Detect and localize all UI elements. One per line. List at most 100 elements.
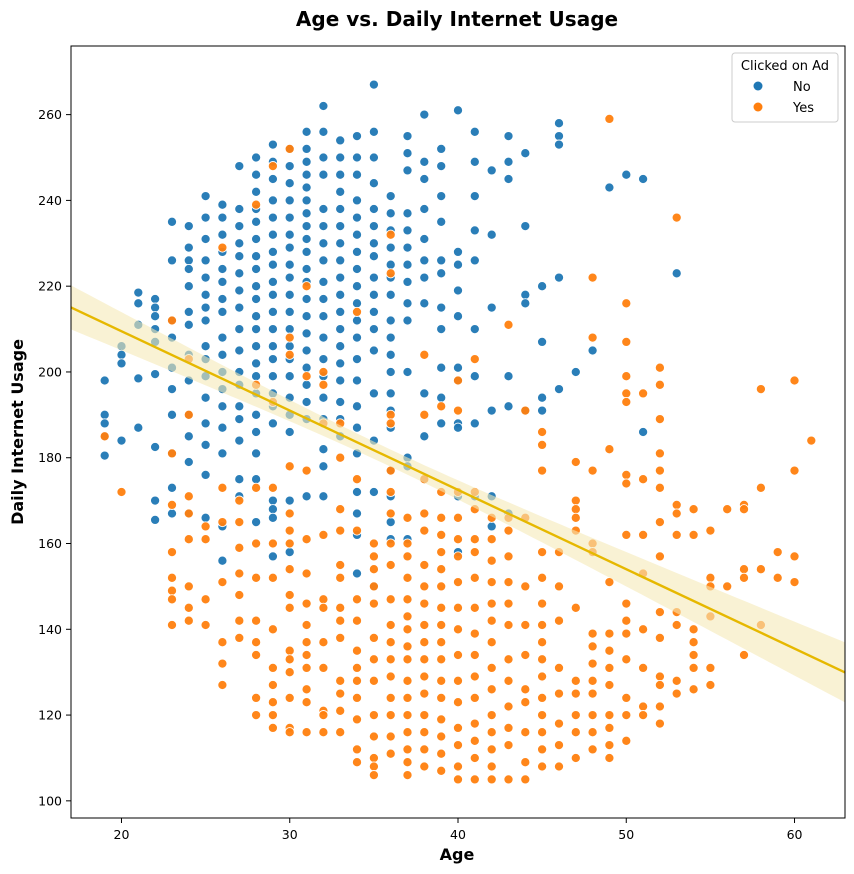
data-point-no — [267, 195, 278, 206]
data-point-no — [368, 388, 379, 399]
data-point-yes — [166, 572, 178, 583]
data-point-no — [251, 324, 262, 335]
data-point-yes — [335, 572, 346, 583]
data-point-yes — [537, 598, 548, 609]
data-point-yes — [402, 594, 413, 605]
data-point-yes — [267, 161, 278, 172]
data-point-yes — [183, 409, 194, 420]
data-point-yes — [318, 727, 329, 738]
data-point-no — [436, 191, 447, 202]
data-point-yes — [486, 577, 497, 588]
data-point-yes — [452, 602, 464, 613]
data-point-yes — [570, 602, 581, 613]
data-point-no — [351, 568, 363, 579]
data-point-yes — [587, 641, 598, 652]
data-point-no — [234, 285, 245, 296]
data-point-yes — [654, 701, 665, 712]
data-point-yes — [671, 529, 682, 540]
data-point-yes — [452, 577, 464, 588]
data-point-yes — [503, 740, 514, 751]
legend-label-yes: Yes — [792, 101, 814, 116]
data-point-yes — [251, 572, 262, 583]
data-point-yes — [385, 508, 396, 519]
data-point-yes — [368, 538, 379, 549]
data-point-yes — [604, 662, 615, 673]
data-point-yes — [486, 598, 497, 609]
data-point-no — [368, 178, 379, 189]
data-point-yes — [537, 761, 548, 772]
data-point-yes — [486, 744, 497, 755]
data-point-no — [318, 491, 329, 502]
data-point-yes — [604, 752, 615, 764]
data-point-yes — [671, 619, 682, 631]
data-point-no — [351, 281, 363, 292]
data-point-yes — [267, 624, 278, 635]
legend-label-no: No — [793, 80, 811, 95]
data-point-yes — [335, 688, 346, 699]
data-point-no — [183, 456, 194, 468]
data-point-no — [351, 263, 363, 275]
data-point-yes — [284, 349, 295, 360]
data-point-no — [419, 272, 430, 283]
data-point-yes — [452, 405, 464, 416]
data-point-no — [537, 336, 548, 347]
data-point-no — [335, 203, 346, 215]
data-point-yes — [688, 649, 699, 661]
data-point-no — [99, 418, 110, 429]
data-point-yes — [284, 564, 295, 575]
data-point-yes — [570, 752, 581, 764]
data-point-yes — [621, 388, 632, 399]
data-point-yes — [402, 641, 413, 652]
data-point-yes — [267, 679, 278, 691]
data-point-no — [251, 293, 262, 305]
data-point-no — [183, 431, 194, 442]
data-point-no — [267, 495, 278, 506]
data-point-yes — [520, 684, 531, 695]
chart-title: Age vs. Daily Internet Usage — [296, 7, 618, 31]
data-point-no — [251, 263, 262, 275]
data-point-no — [520, 298, 531, 309]
data-point-yes — [368, 770, 379, 781]
y-tick-label: 120 — [38, 708, 62, 723]
data-point-no — [318, 444, 329, 455]
data-point-yes — [621, 396, 632, 408]
data-point-no — [251, 371, 262, 382]
data-point-yes — [688, 662, 699, 673]
data-point-yes — [335, 525, 346, 536]
data-point-no — [402, 165, 413, 176]
data-point-no — [200, 233, 211, 245]
data-point-yes — [621, 692, 632, 703]
data-point-no — [335, 324, 346, 335]
legend: Clicked on Ad No Yes — [731, 52, 839, 123]
data-point-yes — [436, 765, 447, 776]
x-tick-label: 30 — [282, 827, 298, 842]
data-point-yes — [251, 199, 262, 210]
data-point-yes — [436, 619, 447, 631]
y-tick-label: 160 — [38, 536, 62, 551]
data-point-no — [486, 521, 497, 532]
legend-marker-yes — [753, 102, 763, 112]
data-point-yes — [621, 710, 632, 721]
data-point-yes — [486, 637, 497, 648]
data-point-yes — [335, 727, 346, 738]
data-point-yes — [638, 474, 649, 485]
data-point-no — [402, 225, 413, 236]
data-point-no — [267, 246, 278, 257]
data-point-yes — [335, 602, 346, 613]
data-point-yes — [654, 448, 665, 459]
data-point-yes — [587, 688, 598, 699]
data-point-yes — [452, 774, 464, 785]
data-point-yes — [671, 212, 682, 223]
data-point-no — [217, 293, 228, 305]
data-point-yes — [301, 619, 312, 631]
data-point-yes — [486, 615, 497, 626]
data-point-no — [436, 418, 447, 429]
data-point-yes — [705, 525, 716, 536]
data-point-no — [284, 272, 295, 283]
data-point-no — [251, 233, 262, 245]
data-point-no — [385, 259, 396, 270]
data-point-yes — [351, 645, 363, 656]
data-point-yes — [419, 409, 430, 420]
x-tick-label: 40 — [450, 827, 466, 842]
data-point-no — [452, 105, 464, 116]
